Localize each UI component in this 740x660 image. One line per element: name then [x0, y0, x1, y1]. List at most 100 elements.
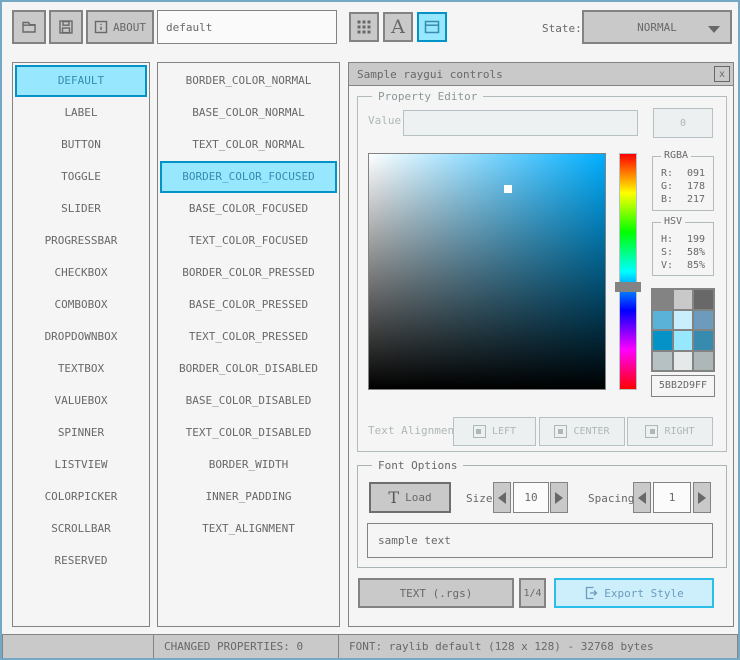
rgba-blue-row: B: 217 [658, 193, 708, 206]
blue-value: 217 [686, 194, 705, 205]
color-picker-cursor[interactable] [504, 185, 512, 193]
properties-list-item[interactable]: INNER_PADDING [205, 490, 292, 503]
hex-color-input[interactable]: 5BB2D9FF [651, 375, 715, 397]
about-button-label: ABOUT [112, 20, 147, 34]
text-alignment-label: Text Alignment: [368, 424, 468, 437]
state-label: State: [542, 22, 582, 35]
about-button[interactable]: ABOUT [86, 10, 154, 44]
color-swatch[interactable] [673, 351, 693, 370]
open-style-button[interactable] [12, 10, 46, 44]
properties-list-item[interactable]: TEXT_COLOR_FOCUSED [188, 234, 309, 247]
color-swatch[interactable] [653, 290, 672, 309]
font-size-increase-button[interactable] [550, 482, 568, 513]
controls-list-item[interactable]: SLIDER [61, 202, 101, 215]
grid-view-toggle[interactable] [349, 12, 379, 42]
close-icon[interactable]: x [714, 66, 730, 82]
red-label: R: [661, 168, 674, 179]
controls-list-item[interactable]: TEXTBOX [57, 362, 105, 375]
properties-list-item[interactable]: BASE_COLOR_DISABLED [185, 394, 312, 407]
export-format-label: TEXT (.rgs) [399, 586, 473, 600]
format-cycle-label: 1/4 [523, 587, 542, 599]
font-options-group: Font Options [357, 459, 727, 568]
controls-list-item[interactable]: RESERVED [54, 554, 108, 567]
export-style-button[interactable]: Export Style [554, 578, 714, 608]
controls-list-item[interactable]: BUTTON [61, 138, 101, 151]
control-view-toggle[interactable] [417, 12, 447, 42]
arrow-right-icon [698, 491, 706, 504]
grid-icon [356, 19, 372, 35]
color-swatch[interactable] [653, 351, 672, 370]
rgba-group-label: RGBA [661, 150, 692, 161]
font-view-toggle[interactable]: A [383, 12, 413, 42]
font-spacing-increase-button[interactable] [693, 482, 711, 513]
color-swatch[interactable] [673, 331, 693, 350]
color-swatch[interactable] [673, 310, 693, 329]
load-font-button[interactable]: T Load [369, 482, 451, 513]
properties-list-item[interactable]: TEXT_COLOR_DISABLED [185, 426, 312, 439]
hue-slider-handle[interactable] [615, 282, 641, 292]
export-format-button[interactable]: TEXT (.rgs) [358, 578, 514, 608]
hue-label: H: [661, 234, 674, 245]
color-swatch[interactable] [694, 310, 713, 329]
font-icon: A [391, 16, 405, 38]
hue-slider[interactable] [615, 153, 641, 390]
properties-list-item[interactable]: BORDER_WIDTH [208, 458, 289, 471]
controls-list-item[interactable]: CHECKBOX [54, 266, 108, 279]
status-changed-properties: CHANGED PROPERTIES: 0 [153, 634, 339, 658]
font-size-decrease-button[interactable] [493, 482, 511, 513]
text-tool-icon: T [388, 487, 400, 507]
export-icon [584, 586, 598, 600]
controls-list-item[interactable]: LABEL [64, 106, 98, 119]
controls-list-item[interactable]: TOGGLE [61, 170, 101, 183]
format-cycle-button[interactable]: 1/4 [519, 578, 546, 608]
arrow-right-icon [555, 491, 563, 504]
properties-list-item[interactable]: BASE_COLOR_NORMAL [192, 106, 305, 119]
font-spacing-label: Spacing: [588, 492, 641, 505]
style-name-input[interactable] [157, 10, 337, 44]
properties-list-item[interactable]: BASE_COLOR_FOCUSED [188, 202, 309, 215]
style-color-swatches [651, 288, 715, 372]
properties-list-item[interactable]: TEXT_COLOR_NORMAL [192, 138, 305, 151]
sample-controls-window: Sample raygui controls x Property Editor… [348, 62, 734, 627]
state-dropdown[interactable]: NORMAL [582, 10, 732, 44]
value-button[interactable]: 0 [653, 108, 713, 138]
properties-list-item[interactable]: BORDER_COLOR_DISABLED [178, 362, 319, 375]
controls-list-item[interactable]: COLORPICKER [44, 490, 118, 503]
controls-list-item[interactable]: DROPDOWNBOX [44, 330, 118, 343]
color-swatch[interactable] [694, 351, 713, 370]
color-picker-area[interactable] [368, 153, 606, 390]
align-center-toggle[interactable]: CENTER [539, 417, 625, 446]
color-swatch[interactable] [694, 331, 713, 350]
align-right-toggle[interactable]: RIGHT [627, 417, 713, 446]
properties-list-item[interactable]: BORDER_COLOR_FOCUSED [160, 161, 337, 193]
color-swatch[interactable] [653, 310, 672, 329]
saturation-label: S: [661, 247, 674, 258]
controls-list-item[interactable]: SPINNER [57, 426, 105, 439]
font-size-value[interactable]: 10 [513, 482, 549, 513]
value-input[interactable] [403, 110, 638, 136]
controls-list-item[interactable]: SCROLLBAR [51, 522, 111, 535]
save-style-button[interactable] [49, 10, 83, 44]
color-swatch[interactable] [673, 290, 693, 309]
align-center-icon [554, 425, 568, 438]
properties-list-item[interactable]: TEXT_COLOR_PRESSED [188, 330, 309, 343]
properties-list-item[interactable]: TEXT_ALIGNMENT [202, 522, 295, 535]
properties-list-item[interactable]: BORDER_COLOR_NORMAL [185, 74, 312, 87]
font-spacing-decrease-button[interactable] [633, 482, 651, 513]
align-left-toggle[interactable]: LEFT [453, 417, 536, 446]
font-spacing-value[interactable]: 1 [653, 482, 691, 513]
controls-list-item[interactable]: COMBOBOX [54, 298, 108, 311]
controls-list-item[interactable]: LISTVIEW [54, 458, 108, 471]
properties-list-item[interactable]: BORDER_COLOR_PRESSED [182, 266, 315, 279]
load-font-label: Load [405, 491, 432, 504]
properties-list-item[interactable]: BASE_COLOR_PRESSED [188, 298, 309, 311]
sample-text-input[interactable]: sample text [367, 523, 713, 558]
arrow-left-icon [638, 491, 646, 504]
color-swatch[interactable] [694, 290, 713, 309]
controls-list-item[interactable]: VALUEBOX [54, 394, 108, 407]
hsv-group-label: HSV [661, 216, 686, 227]
color-swatch[interactable] [653, 331, 672, 350]
controls-list-item[interactable]: PROGRESSBAR [44, 234, 118, 247]
controls-list-item[interactable]: DEFAULT [15, 65, 147, 97]
folder-open-icon [20, 18, 38, 36]
